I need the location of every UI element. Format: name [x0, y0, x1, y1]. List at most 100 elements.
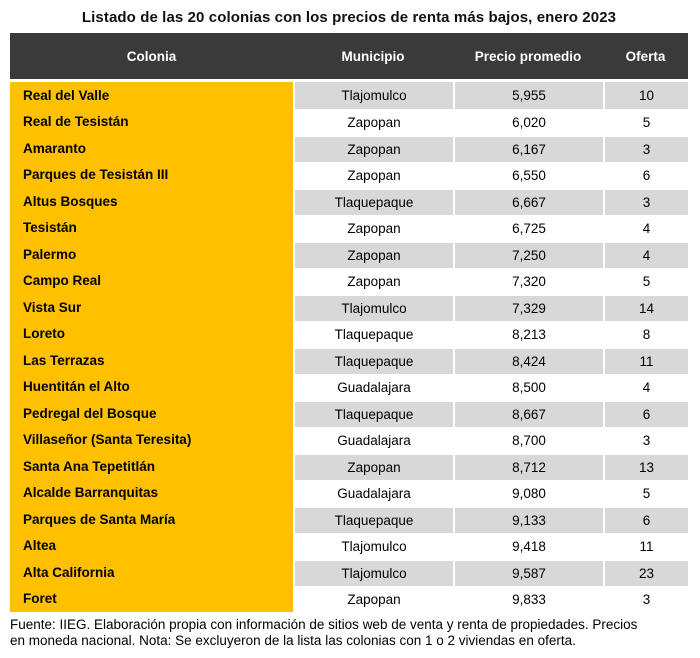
rent-prices-table: Colonia Municipio Precio promedio Oferta… [10, 33, 688, 612]
table-row: Alta California Tlajomulco 9,587 23 [10, 559, 688, 586]
colonia-cell: Palermo [10, 241, 293, 268]
oferta-cell: 6 [603, 161, 688, 188]
table-row: Amaranto Zapopan 6,167 3 [10, 135, 688, 162]
table-body: Real del Valle Tlajomulco 5,955 10 Real de T… [10, 82, 688, 612]
colonia-cell: Vista Sur [10, 294, 293, 321]
precio-cell: 6,667 [453, 188, 603, 215]
oferta-cell: 8 [603, 320, 688, 347]
oferta-cell: 4 [603, 214, 688, 241]
oferta-cell: 10 [603, 82, 688, 109]
colonia-cell: Parques de Tesistán III [10, 161, 293, 188]
colonia-cell: Parques de Santa María [10, 506, 293, 533]
oferta-cell: 5 [603, 479, 688, 506]
oferta-cell: 23 [603, 559, 688, 586]
colonia-cell: Loreto [10, 320, 293, 347]
municipio-cell: Tlajomulco [293, 294, 453, 321]
colonia-cell: Villaseñor (Santa Teresita) [10, 426, 293, 453]
municipio-cell: Zapopan [293, 241, 453, 268]
precio-cell: 8,500 [453, 373, 603, 400]
colonia-cell: Pedregal del Bosque [10, 400, 293, 427]
precio-cell: 8,667 [453, 400, 603, 427]
table-row: Santa Ana Tepetitlán Zapopan 8,712 13 [10, 453, 688, 480]
precio-cell: 9,418 [453, 532, 603, 559]
precio-cell: 6,167 [453, 135, 603, 162]
oferta-cell: 13 [603, 453, 688, 480]
municipio-cell: Zapopan [293, 161, 453, 188]
colonia-cell: Alta California [10, 559, 293, 586]
precio-cell: 5,955 [453, 82, 603, 109]
municipio-cell: Guadalajara [293, 479, 453, 506]
oferta-cell: 3 [603, 585, 688, 612]
table-row: Altus Bosques Tlaquepaque 6,667 3 [10, 188, 688, 215]
page-title: Listado de las 20 colonias con los preci… [81, 9, 617, 26]
table-row: Parques de Tesistán III Zapopan 6,550 6 [10, 161, 688, 188]
municipio-cell: Guadalajara [293, 373, 453, 400]
table-row: Vista Sur Tlajomulco 7,329 14 [10, 294, 688, 321]
oferta-cell: 4 [603, 241, 688, 268]
municipio-cell: Tlajomulco [293, 559, 453, 586]
table-row: Pedregal del Bosque Tlaquepaque 8,667 6 [10, 400, 688, 427]
municipio-cell: Tlaquepaque [293, 347, 453, 374]
precio-cell: 6,020 [453, 108, 603, 135]
oferta-cell: 6 [603, 506, 688, 533]
oferta-cell: 14 [603, 294, 688, 321]
municipio-cell: Zapopan [293, 108, 453, 135]
source-note-line1: Fuente: IIEG. Elaboración propia con inf… [10, 617, 638, 632]
municipio-cell: Zapopan [293, 267, 453, 294]
colonia-cell: Alcalde Barranquitas [10, 479, 293, 506]
municipio-cell: Tlaquepaque [293, 188, 453, 215]
table-row: Palermo Zapopan 7,250 4 [10, 241, 688, 268]
precio-cell: 9,587 [453, 559, 603, 586]
municipio-cell: Zapopan [293, 585, 453, 612]
header-municipio: Municipio [341, 48, 405, 64]
oferta-cell: 11 [603, 347, 688, 374]
precio-cell: 7,250 [453, 241, 603, 268]
oferta-cell: 5 [603, 108, 688, 135]
precio-cell: 9,133 [453, 506, 603, 533]
precio-cell: 8,213 [453, 320, 603, 347]
oferta-cell: 3 [603, 426, 688, 453]
municipio-cell: Zapopan [293, 453, 453, 480]
table-row: Campo Real Zapopan 7,320 5 [10, 267, 688, 294]
table-row: Real del Valle Tlajomulco 5,955 10 [10, 82, 688, 109]
precio-cell: 9,833 [453, 585, 603, 612]
oferta-cell: 4 [603, 373, 688, 400]
municipio-cell: Tlaquepaque [293, 320, 453, 347]
colonia-cell: Altea [10, 532, 293, 559]
oferta-cell: 11 [603, 532, 688, 559]
oferta-cell: 3 [603, 135, 688, 162]
municipio-cell: Tlaquepaque [293, 400, 453, 427]
municipio-cell: Guadalajara [293, 426, 453, 453]
colonia-cell: Foret [10, 585, 293, 612]
municipio-cell: Tlaquepaque [293, 506, 453, 533]
precio-cell: 9,080 [453, 479, 603, 506]
municipio-cell: Tlajomulco [293, 532, 453, 559]
oferta-cell: 3 [603, 188, 688, 215]
colonia-cell: Real de Tesistán [10, 108, 293, 135]
table-header-row: Colonia Municipio Precio promedio Oferta [10, 33, 688, 79]
oferta-cell: 5 [603, 267, 688, 294]
precio-cell: 7,329 [453, 294, 603, 321]
colonia-cell: Tesistán [10, 214, 293, 241]
municipio-cell: Tlajomulco [293, 82, 453, 109]
municipio-cell: Zapopan [293, 214, 453, 241]
colonia-cell: Huentitán el Alto [10, 373, 293, 400]
table-row: Las Terrazas Tlaquepaque 8,424 11 [10, 347, 688, 374]
header-colonia: Colonia [126, 48, 177, 64]
table-row: Loreto Tlaquepaque 8,213 8 [10, 320, 688, 347]
table-row: Altea Tlajomulco 9,418 11 [10, 532, 688, 559]
precio-cell: 8,700 [453, 426, 603, 453]
table-row: Tesistán Zapopan 6,725 4 [10, 214, 688, 241]
header-precio-promedio: Precio promedio [474, 48, 582, 64]
table-row: Alcalde Barranquitas Guadalajara 9,080 5 [10, 479, 688, 506]
colonia-cell: Santa Ana Tepetitlán [10, 453, 293, 480]
colonia-cell: Amaranto [10, 135, 293, 162]
colonia-cell: Real del Valle [10, 82, 293, 109]
oferta-cell: 6 [603, 400, 688, 427]
source-note-line2: en moneda nacional. Nota: Se excluyeron … [10, 633, 576, 649]
precio-cell: 6,725 [453, 214, 603, 241]
colonia-cell: Altus Bosques [10, 188, 293, 215]
precio-cell: 8,712 [453, 453, 603, 480]
colonia-cell: Las Terrazas [10, 347, 293, 374]
